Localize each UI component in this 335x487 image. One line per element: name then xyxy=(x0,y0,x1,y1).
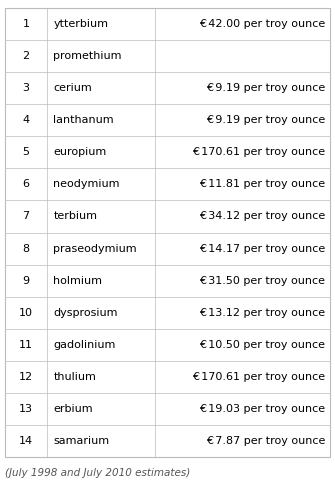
Text: 7: 7 xyxy=(22,211,30,222)
Text: € 10.50 per troy ounce: € 10.50 per troy ounce xyxy=(199,340,325,350)
Text: ytterbium: ytterbium xyxy=(53,19,108,29)
Text: neodymium: neodymium xyxy=(53,179,120,189)
Text: 9: 9 xyxy=(22,276,30,285)
Text: € 13.12 per troy ounce: € 13.12 per troy ounce xyxy=(199,308,325,318)
Text: promethium: promethium xyxy=(53,51,122,61)
Text: 6: 6 xyxy=(23,179,29,189)
Text: dysprosium: dysprosium xyxy=(53,308,118,318)
Text: cerium: cerium xyxy=(53,83,92,93)
Text: lanthanum: lanthanum xyxy=(53,115,114,125)
Text: € 31.50 per troy ounce: € 31.50 per troy ounce xyxy=(199,276,325,285)
Text: 2: 2 xyxy=(22,51,30,61)
Text: € 42.00 per troy ounce: € 42.00 per troy ounce xyxy=(199,19,325,29)
Text: € 170.61 per troy ounce: € 170.61 per troy ounce xyxy=(192,372,325,382)
Text: praseodymium: praseodymium xyxy=(53,244,137,254)
Text: 1: 1 xyxy=(23,19,29,29)
Text: 10: 10 xyxy=(19,308,33,318)
Text: € 19.03 per troy ounce: € 19.03 per troy ounce xyxy=(199,404,325,414)
Text: terbium: terbium xyxy=(53,211,97,222)
Text: gadolinium: gadolinium xyxy=(53,340,116,350)
Text: thulium: thulium xyxy=(53,372,96,382)
Text: 4: 4 xyxy=(22,115,30,125)
Text: € 7.87 per troy ounce: € 7.87 per troy ounce xyxy=(206,436,325,446)
Text: € 9.19 per troy ounce: € 9.19 per troy ounce xyxy=(206,83,325,93)
Text: samarium: samarium xyxy=(53,436,109,446)
Text: 13: 13 xyxy=(19,404,33,414)
Text: holmium: holmium xyxy=(53,276,102,285)
Text: € 14.17 per troy ounce: € 14.17 per troy ounce xyxy=(199,244,325,254)
Text: 3: 3 xyxy=(23,83,29,93)
Text: 14: 14 xyxy=(19,436,33,446)
Text: € 9.19 per troy ounce: € 9.19 per troy ounce xyxy=(206,115,325,125)
Text: 5: 5 xyxy=(23,148,29,157)
Text: € 170.61 per troy ounce: € 170.61 per troy ounce xyxy=(192,148,325,157)
Text: 11: 11 xyxy=(19,340,33,350)
Text: erbium: erbium xyxy=(53,404,93,414)
Text: 12: 12 xyxy=(19,372,33,382)
Text: 8: 8 xyxy=(22,244,30,254)
Text: € 11.81 per troy ounce: € 11.81 per troy ounce xyxy=(199,179,325,189)
Text: (July 1998 and July 2010 estimates): (July 1998 and July 2010 estimates) xyxy=(5,468,190,479)
Text: € 34.12 per troy ounce: € 34.12 per troy ounce xyxy=(199,211,325,222)
Text: europium: europium xyxy=(53,148,107,157)
